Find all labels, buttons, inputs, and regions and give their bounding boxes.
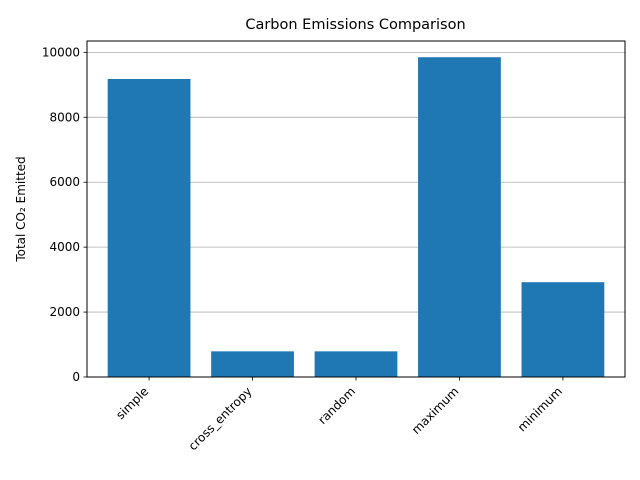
y-tick-label: 0: [72, 370, 80, 384]
chart-title: Carbon Emissions Comparison: [245, 17, 465, 33]
y-tick-label: 2000: [49, 305, 80, 319]
bar-maximum: [418, 57, 501, 378]
bar-cross_entropy: [211, 351, 294, 377]
x-tick-label: random: [315, 384, 358, 427]
x-axis-ticks: simple cross_entropy random maximum minimum: [113, 377, 565, 453]
bar-minimum: [521, 282, 605, 377]
y-tick-label: 6000: [49, 175, 80, 189]
x-tick-label: minimum: [515, 384, 565, 434]
bars: [107, 57, 605, 378]
bar-simple: [107, 78, 191, 377]
bar-random: [314, 351, 398, 377]
x-tick-label: maximum: [409, 384, 462, 437]
y-tick-label: 4000: [49, 240, 80, 254]
y-tick-label: 10000: [42, 45, 80, 59]
x-tick-label: simple: [113, 384, 151, 422]
y-tick-label: 8000: [49, 110, 80, 124]
y-axis-ticks: 0 2000 4000 6000 8000 10000: [42, 45, 87, 384]
x-tick-label: cross_entropy: [186, 384, 255, 453]
plot-frame: [86, 40, 626, 378]
y-axis-label: Total CO₂ Emitted: [14, 156, 28, 262]
